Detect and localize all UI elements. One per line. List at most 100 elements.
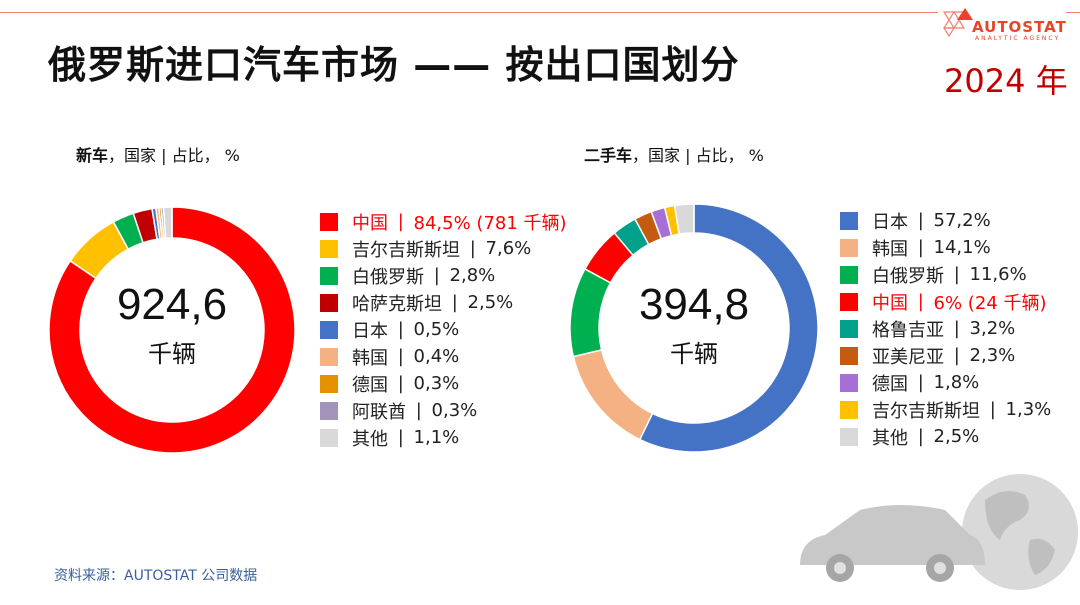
legend-label: 其他: [872, 427, 908, 449]
legend-separator: |: [428, 265, 446, 286]
legend-value: 7,6%: [485, 238, 532, 259]
legend-separator: |: [464, 238, 482, 259]
legend-value: 14,1%: [933, 237, 991, 258]
autostat-logo-icon: [942, 8, 973, 38]
legend-value: 0,5%: [413, 319, 460, 340]
legend-value: 1,1%: [413, 427, 460, 448]
header-rule: [0, 12, 938, 13]
legend-label: 德国: [872, 373, 908, 395]
chart-title-rest: ，国家 | 占比， %: [632, 146, 764, 165]
legend-item: 吉尔吉斯斯坦 | 1,3%: [840, 396, 1051, 423]
page-title: 俄罗斯进口汽车市场 —— 按出口国划分: [48, 43, 740, 87]
legend-label: 亚美尼亚: [872, 346, 944, 368]
legend-swatch: [320, 401, 338, 420]
legend-label: 格鲁吉亚: [872, 319, 944, 341]
legend-separator: |: [948, 318, 966, 339]
legend-item: 阿联酋 | 0,3%: [320, 397, 567, 424]
logo-text: AUTOSTAT: [972, 18, 1067, 36]
legend-value: 0,3%: [431, 400, 478, 421]
legend-label: 吉尔吉斯斯坦: [352, 239, 460, 261]
car-globe-illustration-icon: [800, 474, 1078, 590]
legend-separator: |: [912, 291, 930, 312]
legend-separator: |: [912, 426, 930, 447]
donut-slice-used-0: [638, 203, 819, 453]
legend-value: 3,2%: [969, 318, 1016, 339]
legend-label: 白俄罗斯: [872, 265, 944, 287]
legend-label: 吉尔吉斯斯坦: [872, 400, 980, 422]
legend-item: 中国 | 84,5% (781 千辆): [320, 208, 567, 235]
donut-slice-new-8: [162, 206, 173, 240]
legend-swatch: [840, 427, 858, 446]
legend-value: 0,4%: [413, 346, 460, 367]
source-note: 资料来源：AUTOSTAT 公司数据: [54, 568, 258, 584]
chart-title-bold: 新车: [76, 146, 109, 165]
legend-value: 2,5%: [933, 426, 980, 447]
legend-value: 1,8%: [933, 372, 980, 393]
legend-separator: |: [392, 427, 410, 448]
center-total-used: 394,8: [638, 280, 750, 329]
legend-label: 日本: [352, 320, 388, 342]
legend-swatch: [840, 346, 858, 365]
legend-separator: |: [912, 210, 930, 231]
legend-swatch: [320, 212, 338, 231]
header-rule: [1066, 12, 1080, 13]
center-unit-used: 千辆: [670, 340, 718, 368]
legend-label: 中国: [872, 292, 908, 314]
legend-item: 其他 | 2,5%: [840, 423, 1051, 450]
legend-swatch: [840, 373, 858, 392]
legend-item: 德国 | 0,3%: [320, 370, 567, 397]
legend-swatch: [320, 293, 338, 312]
legend-value: 11,6%: [969, 264, 1027, 285]
legend-swatch: [840, 238, 858, 257]
donut-slice-used-8: [673, 203, 695, 236]
center-unit-new: 千辆: [148, 340, 196, 368]
legend-separator: |: [392, 211, 410, 232]
legend-item: 韩国 | 0,4%: [320, 343, 567, 370]
legend-value: 84,5% (781 千辆): [413, 212, 567, 234]
donut-slice-new-0: [48, 206, 296, 454]
legend-label: 白俄罗斯: [352, 266, 424, 288]
legend-separator: |: [912, 372, 930, 393]
legend-item: 其他 | 1,1%: [320, 424, 567, 451]
chart-title-new: 新车，国家 | 占比， %: [76, 142, 240, 166]
legend-label: 中国: [352, 212, 388, 234]
legend-label: 哈萨克斯坦: [352, 293, 442, 315]
legend-value: 2,8%: [449, 265, 496, 286]
year-label: 2024 年: [944, 62, 1068, 100]
legend-item: 白俄罗斯 | 11,6%: [840, 261, 1051, 288]
legend-label: 其他: [352, 428, 388, 450]
legend-item: 格鲁吉亚 | 3,2%: [840, 315, 1051, 342]
legend-separator: |: [948, 345, 966, 366]
legend-value: 1,3%: [1005, 399, 1052, 420]
legend-separator: |: [984, 399, 1002, 420]
logo-subtext: ANALYTIC AGENCY: [975, 35, 1061, 42]
legend-swatch: [320, 347, 338, 366]
legend-new: 中国 | 84,5% (781 千辆) 吉尔吉斯斯坦 | 7,6% 白俄罗斯 | 2…: [320, 208, 567, 451]
chart-title-bold: 二手车: [584, 146, 633, 165]
legend-label: 韩国: [352, 347, 388, 369]
legend-item: 日本 | 0,5%: [320, 316, 567, 343]
legend-swatch: [320, 239, 338, 258]
legend-separator: |: [392, 346, 410, 367]
legend-swatch: [840, 211, 858, 230]
legend-item: 中国 | 6% (24 千辆): [840, 288, 1051, 315]
legend-separator: |: [912, 237, 930, 258]
legend-value: 0,3%: [413, 373, 460, 394]
legend-item: 韩国 | 14,1%: [840, 234, 1051, 261]
legend-used: 日本 | 57,2% 韩国 | 14,1% 白俄罗斯 | 11,6% 中国 | 6% …: [840, 207, 1051, 450]
legend-item: 德国 | 1,8%: [840, 369, 1051, 396]
legend-item: 哈萨克斯坦 | 2,5%: [320, 289, 567, 316]
legend-swatch: [320, 374, 338, 393]
legend-item: 白俄罗斯 | 2,8%: [320, 262, 567, 289]
legend-value: 57,2%: [933, 210, 991, 231]
chart-title-used: 二手车，国家 | 占比， %: [584, 142, 764, 166]
legend-item: 亚美尼亚 | 2,3%: [840, 342, 1051, 369]
legend-swatch: [840, 400, 858, 419]
legend-swatch: [320, 428, 338, 447]
legend-label: 日本: [872, 211, 908, 233]
legend-separator: |: [410, 400, 428, 421]
legend-separator: |: [392, 319, 410, 340]
legend-item: 日本 | 57,2%: [840, 207, 1051, 234]
legend-value: 2,3%: [969, 345, 1016, 366]
